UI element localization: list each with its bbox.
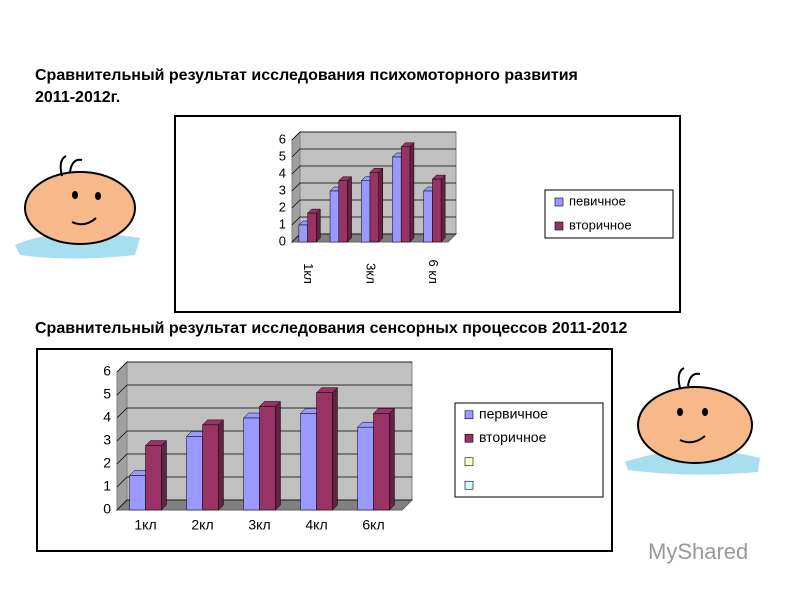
x-tick-label: 1кл — [301, 263, 316, 284]
legend-swatch-empty — [464, 480, 474, 490]
x-tick-label: 4кл — [305, 517, 327, 533]
watermark: MyShared — [648, 539, 748, 564]
grid-line — [291, 131, 456, 141]
grid-line — [116, 361, 412, 373]
baby-face-right — [625, 367, 760, 475]
y-tick-label: 5 — [103, 386, 111, 402]
legend-swatch — [554, 197, 564, 207]
bar-side — [316, 208, 321, 243]
bar-side — [389, 407, 395, 511]
bar-side — [409, 142, 415, 243]
legend-swatch-empty — [464, 457, 474, 467]
legend-label: певичное — [569, 193, 626, 208]
legend-swatch — [554, 221, 564, 231]
bar — [432, 178, 442, 243]
legend-box — [454, 402, 604, 498]
x-tick-label: 6кл — [362, 517, 384, 533]
bar-side — [440, 174, 446, 243]
bar — [338, 180, 348, 243]
bar-side — [161, 439, 167, 511]
bar — [259, 406, 276, 511]
bar — [300, 413, 317, 511]
bar — [186, 436, 203, 511]
bar-side — [275, 400, 281, 511]
bar — [369, 172, 379, 243]
y-tick-label: 4 — [279, 165, 286, 180]
bar — [307, 212, 317, 243]
bar — [298, 224, 308, 243]
y-tick-label: 4 — [103, 409, 111, 425]
bar — [400, 146, 411, 243]
legend-label: вторичное — [479, 429, 547, 445]
bar-side — [332, 387, 338, 511]
y-tick-label: 5 — [279, 148, 286, 163]
y-tick-label: 2 — [103, 455, 111, 471]
y-tick-label: 0 — [279, 233, 286, 248]
y-tick-label: 2 — [279, 199, 286, 214]
bar-side — [347, 176, 352, 243]
bar — [316, 392, 333, 511]
legend-label: первичное — [479, 405, 548, 421]
chart-title: Сравнительный результат исследования пси… — [35, 67, 578, 106]
legend-swatch — [464, 433, 474, 443]
x-tick-label: 2кл — [191, 517, 213, 533]
bar-side — [218, 419, 224, 511]
legend-swatch — [464, 410, 474, 420]
y-tick-label: 3 — [279, 182, 286, 197]
bar — [243, 417, 260, 511]
x-tick-label: 3кл — [248, 517, 270, 533]
y-tick-label: 6 — [103, 363, 111, 379]
bar — [361, 180, 371, 243]
y-tick-label: 1 — [279, 216, 286, 231]
y-tick-label: 0 — [103, 501, 111, 517]
grid-line — [116, 384, 412, 396]
bar — [392, 156, 402, 243]
legend-box — [544, 189, 674, 239]
bar — [129, 475, 146, 511]
bar — [423, 190, 433, 243]
chart-title: Сравнительный результат исследования сен… — [35, 320, 628, 337]
x-tick-label: 1кл — [134, 517, 156, 533]
y-tick-label: 1 — [103, 478, 111, 494]
x-tick-label: 6 кл — [426, 260, 441, 284]
bar — [357, 426, 374, 511]
y-tick-label: 3 — [103, 432, 111, 448]
bar — [373, 413, 390, 511]
legend-label: вторичное — [569, 217, 632, 232]
bar — [202, 424, 219, 511]
bar — [329, 190, 340, 243]
bar — [145, 445, 162, 511]
bar-side — [378, 167, 383, 243]
x-tick-label: 3кл — [364, 263, 379, 284]
baby-face-left — [15, 155, 140, 259]
y-tick-label: 6 — [279, 131, 286, 146]
